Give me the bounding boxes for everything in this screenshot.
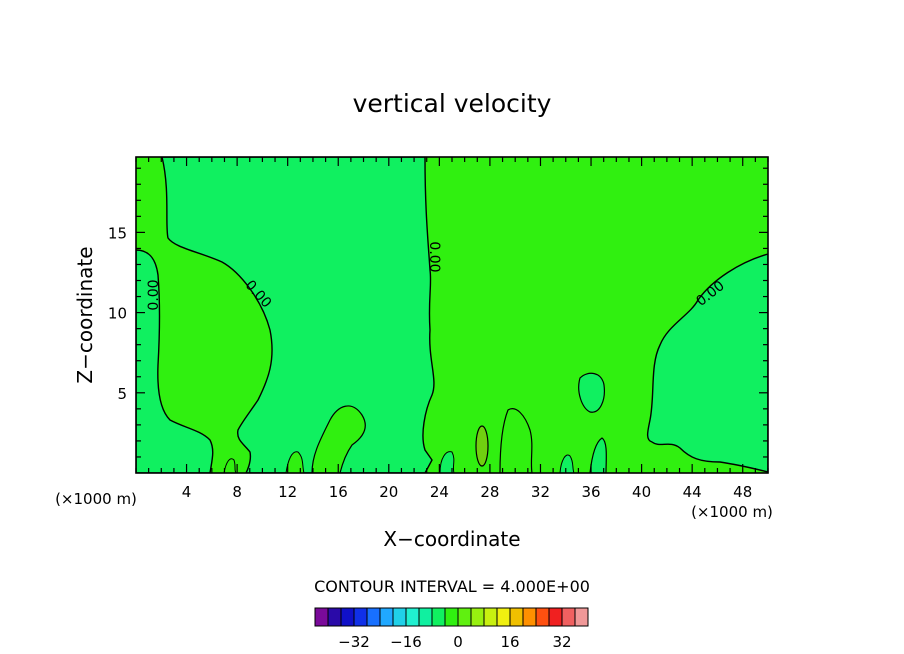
y-tick-label: 15 bbox=[108, 224, 127, 242]
x-axis: 4 8 12 16 20 24 28 32 36 40 44 48 bbox=[135, 157, 769, 501]
colorbar-swatch bbox=[457, 607, 472, 627]
colorbar-swatch bbox=[535, 607, 550, 627]
downdraft-blob-mid bbox=[578, 372, 605, 413]
y-tick-label: 5 bbox=[117, 385, 127, 403]
downdraft-region-right bbox=[646, 253, 768, 473]
y-axis-label: Z−coordinate bbox=[73, 246, 97, 383]
colorbar-swatch bbox=[483, 607, 498, 627]
plot-area bbox=[136, 157, 768, 473]
colorbar bbox=[314, 607, 589, 627]
chart-title: vertical velocity bbox=[353, 89, 552, 118]
colorbar-swatch bbox=[522, 607, 537, 627]
colorbar-swatch bbox=[431, 607, 446, 627]
colorbar-swatch bbox=[314, 607, 329, 627]
y-unit-label: (×1000 m) bbox=[55, 490, 137, 508]
x-unit-label: (×1000 m) bbox=[691, 503, 773, 521]
updraft-blob-1 bbox=[311, 405, 366, 473]
x-tick-label: 48 bbox=[733, 483, 752, 501]
x-tick-label: 32 bbox=[531, 483, 550, 501]
updraft-blob-3 bbox=[285, 451, 305, 473]
colorbar-swatch bbox=[561, 607, 576, 627]
updraft-blob-6 bbox=[223, 458, 237, 473]
x-tick-label: 4 bbox=[182, 483, 192, 501]
colorbar-swatch bbox=[418, 607, 433, 627]
y-tick-label: 10 bbox=[108, 305, 127, 323]
x-axis-label: X−coordinate bbox=[383, 527, 520, 551]
colorbar-labels: −32 −16 0 16 32 bbox=[338, 633, 571, 651]
updraft-blob-2 bbox=[499, 408, 533, 473]
downdraft-region-corner bbox=[136, 249, 214, 473]
y-axis: 5 10 15 bbox=[108, 167, 768, 458]
colorbar-swatch bbox=[548, 607, 563, 627]
x-tick-label: 44 bbox=[683, 483, 702, 501]
colorbar-tick-label: 32 bbox=[552, 633, 571, 651]
colorbar-swatch bbox=[405, 607, 420, 627]
colorbar-swatch bbox=[366, 607, 381, 627]
colorbar-swatch bbox=[327, 607, 342, 627]
colorbar-swatch bbox=[353, 607, 368, 627]
colorbar-tick-label: −32 bbox=[338, 633, 370, 651]
x-tick-label: 8 bbox=[232, 483, 242, 501]
colorbar-swatch bbox=[444, 607, 459, 627]
contour-interval-label: CONTOUR INTERVAL = 4.000E+00 bbox=[314, 577, 590, 596]
contour-label-left: 0.00 bbox=[146, 279, 162, 310]
x-tick-label: 28 bbox=[480, 483, 499, 501]
updraft-core bbox=[475, 425, 489, 467]
x-tick-label: 20 bbox=[379, 483, 398, 501]
x-tick-label: 40 bbox=[632, 483, 651, 501]
x-tick-label: 24 bbox=[430, 483, 449, 501]
downdraft-blob-low bbox=[589, 437, 607, 473]
colorbar-swatch bbox=[470, 607, 485, 627]
x-tick-label: 16 bbox=[329, 483, 348, 501]
colorbar-swatch bbox=[574, 607, 589, 627]
updraft-blob-4 bbox=[439, 451, 455, 473]
colorbar-swatch bbox=[392, 607, 407, 627]
downdraft-region-left bbox=[161, 157, 435, 473]
x-tick-label: 36 bbox=[581, 483, 600, 501]
colorbar-tick-label: 16 bbox=[500, 633, 519, 651]
contour-label-mid: 0.00 bbox=[426, 241, 442, 272]
colorbar-tick-label: −16 bbox=[390, 633, 422, 651]
updraft-blob-5 bbox=[559, 454, 575, 473]
colorbar-tick-label: 0 bbox=[453, 633, 463, 651]
contour-labels: 0.00 0.00 0.00 0.00 bbox=[146, 241, 728, 311]
colorbar-swatch bbox=[379, 607, 394, 627]
colorbar-swatch bbox=[340, 607, 355, 627]
colorbar-swatch bbox=[509, 607, 524, 627]
colorbar-swatch bbox=[496, 607, 511, 627]
x-tick-label: 12 bbox=[278, 483, 297, 501]
